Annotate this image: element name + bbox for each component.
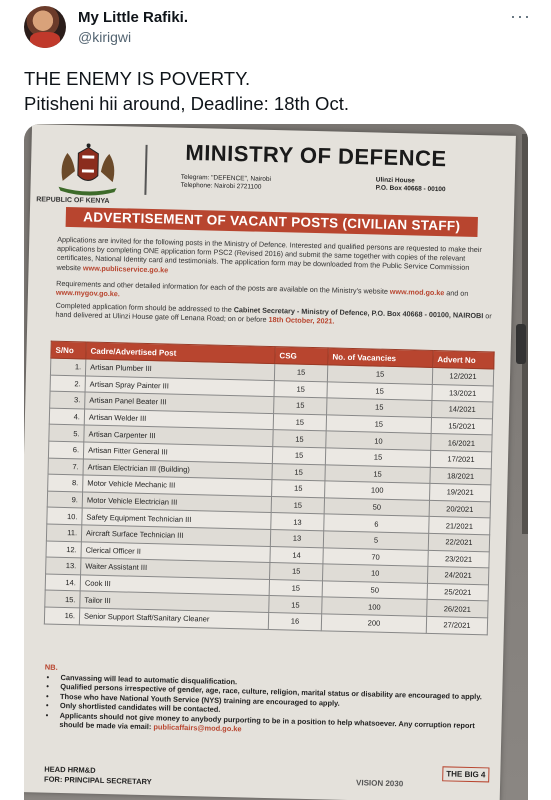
row-csg: 14 <box>269 546 324 564</box>
deadline-text: 18th October, 2021. <box>268 315 335 326</box>
header-sno: S/No <box>50 341 87 359</box>
row-advert-no: 26/2021 <box>426 599 489 618</box>
row-sno: 1. <box>50 358 86 376</box>
row-cadre: Senior Support Staff/Sanitary Cleaner <box>79 607 269 630</box>
tweet-text: THE ENEMY IS POVERTY. Pitisheni hii arou… <box>24 66 349 116</box>
more-options-icon[interactable]: ··· <box>510 6 531 26</box>
row-csg: 15 <box>271 496 325 515</box>
telegram-info: Telegram: "DEFENCE", Nairobi Telephone: … <box>181 174 272 192</box>
row-sno: 5. <box>48 424 85 442</box>
vacancies-table: S/No Cadre/Advertised Post CSG No. of Va… <box>44 341 495 635</box>
row-sno: 8. <box>47 474 84 492</box>
big-four-logo: THE BIG 4 <box>442 766 490 783</box>
row-advert-no: 24/2021 <box>427 566 489 585</box>
signature-line-2: FOR: PRINCIPAL SECRETARY <box>43 774 152 787</box>
nb-label: NB. <box>44 662 58 672</box>
email-link: publicaffairs@mod.go.ke <box>153 722 242 734</box>
row-sno: 6. <box>48 441 84 459</box>
row-sno: 16. <box>44 606 80 625</box>
vision-2030-logo: VISION 2030 <box>355 778 404 789</box>
row-csg: 15 <box>269 579 323 598</box>
header-csg: CSG <box>274 346 329 365</box>
notes-list: Canvassing will lead to automatic disqua… <box>59 673 490 740</box>
row-csg: 13 <box>270 529 324 548</box>
row-csg: 15 <box>271 479 325 498</box>
row-csg: 15 <box>269 562 323 581</box>
row-advert-no: 22/2021 <box>428 533 490 552</box>
row-csg: 15 <box>273 380 328 399</box>
row-sno: 2. <box>50 374 86 393</box>
row-sno: 12. <box>45 540 82 559</box>
row-advert-no: 15/2021 <box>431 417 493 436</box>
intro-paragraph: Applications are invited for the followi… <box>56 235 495 283</box>
row-csg: 15 <box>271 463 326 482</box>
tweet-line-2: Pitisheni hii around, Deadline: 18th Oct… <box>24 93 349 114</box>
advert-banner: ADVERTISEMENT OF VACANT POSTS (CIVILIAN … <box>65 206 478 238</box>
row-csg: 15 <box>273 396 327 415</box>
row-sno: 13. <box>45 557 81 575</box>
row-csg: 16 <box>268 612 322 631</box>
row-advert-no: 20/2021 <box>429 500 491 519</box>
author-handle[interactable]: @kirigwi <box>78 29 132 45</box>
row-csg: 15 <box>274 363 328 382</box>
mod-link: www.mod.go.ke <box>389 286 445 298</box>
row-sno: 10. <box>46 507 83 525</box>
address-line-2: P.O. Box 40668 - 00100 <box>375 184 446 194</box>
author-name[interactable]: My Little Rafiki. <box>78 9 189 26</box>
row-sno: 14. <box>45 573 81 592</box>
mygov-link: www.mygov.go.ke. <box>55 287 120 299</box>
row-advert-no: 25/2021 <box>427 583 489 602</box>
row-advert-no: 21/2021 <box>428 516 491 535</box>
and-text: and on <box>446 288 469 298</box>
newspaper-advert: REPUBLIC OF KENYA MINISTRY OF DEFENCE Te… <box>24 124 516 800</box>
tweet-photo[interactable]: REPUBLIC OF KENYA MINISTRY OF DEFENCE Te… <box>24 124 528 800</box>
row-advert-no: 16/2021 <box>430 433 493 452</box>
coat-of-arms-icon <box>58 143 117 196</box>
row-csg: 15 <box>268 595 323 614</box>
row-sno: 15. <box>44 590 81 608</box>
row-advert-no: 23/2021 <box>427 549 490 569</box>
row-sno: 7. <box>48 457 84 476</box>
row-sno: 9. <box>47 490 83 509</box>
row-advert-no: 27/2021 <box>426 616 488 635</box>
signature-block: HEAD HRM&D FOR: PRINCIPAL SECRETARY <box>44 765 152 788</box>
row-advert-no: 14/2021 <box>431 400 493 419</box>
emblem-label: REPUBLIC OF KENYA <box>36 196 110 206</box>
row-csg: 15 <box>272 429 327 448</box>
header-divider <box>144 144 148 195</box>
address-block: Ulinzi House P.O. Box 40668 - 00100 <box>376 177 446 195</box>
row-advert-no: 13/2021 <box>431 384 494 403</box>
row-sno: 4. <box>49 407 85 426</box>
ruler-clip <box>516 324 526 364</box>
row-sno: 11. <box>46 524 82 542</box>
row-advert-no: 19/2021 <box>429 483 491 502</box>
avatar[interactable] <box>24 6 66 48</box>
row-vacancies: 200 <box>321 613 427 633</box>
tweet-line-1: THE ENEMY IS POVERTY. <box>24 68 251 89</box>
psc-link: www.publicservice.go.ke <box>82 262 169 275</box>
telephone-line: Telephone: Nairobi 2721100 <box>180 181 262 191</box>
row-advert-no: 12/2021 <box>432 367 494 386</box>
ministry-title: MINISTRY OF DEFENCE <box>185 139 447 172</box>
row-csg: 15 <box>272 446 326 465</box>
row-sno: 3. <box>49 391 86 409</box>
row-advert-no: 18/2021 <box>429 466 492 486</box>
row-advert-no: 17/2021 <box>430 450 492 469</box>
row-csg: 13 <box>270 512 325 531</box>
row-csg: 15 <box>273 413 327 432</box>
header-advert-no: Advert No <box>432 350 495 369</box>
